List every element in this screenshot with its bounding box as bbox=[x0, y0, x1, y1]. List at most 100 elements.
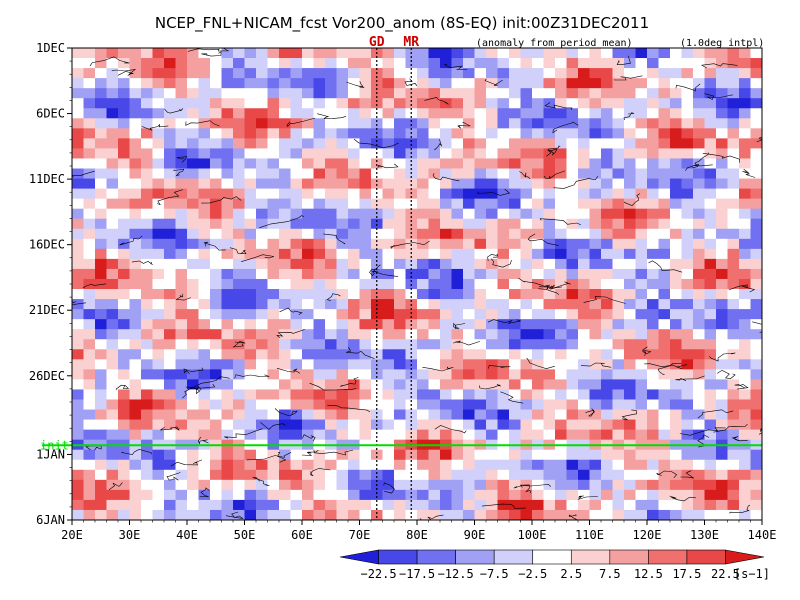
heatmap-cell bbox=[750, 108, 763, 119]
heatmap-cell bbox=[578, 188, 590, 200]
heatmap-cell bbox=[279, 268, 291, 280]
heatmap-cell bbox=[658, 499, 671, 511]
heatmap-cell bbox=[509, 509, 521, 521]
heatmap-cell bbox=[589, 198, 602, 210]
heatmap-cell bbox=[348, 289, 360, 300]
x-tick-label: 90E bbox=[464, 528, 486, 542]
heatmap-cell bbox=[279, 489, 291, 501]
heatmap-cell bbox=[302, 329, 314, 340]
heatmap-cell bbox=[428, 228, 441, 240]
heatmap-cell bbox=[359, 359, 372, 370]
contour-line bbox=[309, 382, 357, 391]
heatmap-cell bbox=[325, 248, 337, 260]
heatmap-cell bbox=[532, 319, 544, 330]
contour-line bbox=[173, 168, 185, 177]
heatmap-cell bbox=[624, 309, 636, 320]
heatmap-cell bbox=[681, 399, 694, 410]
heatmap-cell bbox=[371, 178, 383, 189]
heatmap-cell bbox=[739, 379, 751, 390]
heatmap-cell bbox=[233, 148, 245, 159]
heatmap-cell bbox=[129, 248, 142, 260]
colorbar-swatch bbox=[648, 549, 688, 565]
heatmap-cell bbox=[417, 489, 429, 501]
x-tick-label: 50E bbox=[234, 528, 256, 542]
heatmap-cell bbox=[302, 118, 314, 129]
heatmap-cell bbox=[624, 429, 636, 441]
heatmap-cell bbox=[83, 399, 96, 410]
heatmap-cell bbox=[417, 188, 429, 200]
heatmap-cell bbox=[750, 339, 763, 350]
heatmap-cell bbox=[417, 68, 429, 79]
heatmap-cell bbox=[175, 108, 188, 119]
heatmap-cell bbox=[152, 349, 165, 360]
heatmap-cell bbox=[681, 188, 694, 200]
heatmap-cell bbox=[750, 389, 763, 400]
heatmap-cell bbox=[543, 218, 556, 230]
heatmap-cell bbox=[348, 228, 360, 240]
heatmap-cell bbox=[589, 258, 602, 270]
heatmap-cell bbox=[417, 208, 429, 220]
heatmap-cell bbox=[325, 228, 337, 240]
heatmap-cell bbox=[129, 469, 142, 481]
heatmap-cell bbox=[658, 218, 671, 230]
heatmap-cell bbox=[210, 339, 222, 350]
heatmap-cell bbox=[233, 479, 245, 491]
heatmap-cell bbox=[440, 168, 452, 179]
heatmap-cell bbox=[290, 479, 303, 491]
heatmap-cell bbox=[520, 138, 533, 149]
heatmap-cell bbox=[647, 178, 659, 189]
heatmap-cell bbox=[336, 188, 349, 200]
heatmap-cell bbox=[578, 479, 590, 491]
heatmap-cell bbox=[474, 248, 487, 260]
heatmap-cell bbox=[382, 208, 395, 220]
contour-line bbox=[160, 426, 180, 431]
heatmap-cell bbox=[486, 509, 498, 521]
heatmap-cell bbox=[497, 118, 510, 129]
heatmap-cell bbox=[555, 289, 567, 300]
heatmap-cell bbox=[302, 369, 314, 380]
heatmap-cell bbox=[750, 349, 763, 360]
heatmap-cell bbox=[601, 258, 613, 270]
heatmap-cell bbox=[95, 128, 107, 139]
heatmap-cell bbox=[164, 479, 176, 491]
heatmap-cell bbox=[152, 369, 165, 380]
heatmap-cell bbox=[486, 469, 498, 481]
heatmap-cell bbox=[543, 188, 556, 200]
heatmap-cell bbox=[704, 359, 717, 370]
heatmap-cell bbox=[486, 479, 498, 491]
heatmap-cell bbox=[129, 349, 142, 360]
heatmap-cell bbox=[624, 359, 636, 370]
heatmap-cell bbox=[463, 289, 475, 300]
heatmap-cell bbox=[382, 228, 395, 240]
heatmap-cell bbox=[244, 459, 257, 471]
heatmap-cell bbox=[670, 178, 682, 189]
heatmap-cell bbox=[497, 459, 510, 471]
heatmap-cell bbox=[486, 138, 498, 149]
heatmap-cell bbox=[543, 409, 556, 420]
heatmap-cell bbox=[348, 419, 360, 431]
heatmap-cell bbox=[325, 339, 337, 350]
heatmap-cell bbox=[566, 98, 579, 109]
heatmap-cell bbox=[635, 479, 648, 491]
heatmap-cell bbox=[106, 158, 119, 169]
heatmap-cell bbox=[129, 299, 142, 310]
heatmap-cell bbox=[267, 309, 280, 320]
heatmap-cell bbox=[566, 258, 579, 270]
contour-line bbox=[274, 408, 298, 417]
heatmap-cell bbox=[233, 198, 245, 210]
heatmap-cell bbox=[739, 68, 751, 79]
heatmap-cell bbox=[716, 148, 728, 159]
heatmap-cell bbox=[543, 138, 556, 149]
heatmap-cell bbox=[233, 389, 245, 400]
heatmap-cell bbox=[95, 409, 107, 420]
heatmap-cell bbox=[279, 208, 291, 220]
contour-line bbox=[157, 189, 183, 206]
heatmap-cell bbox=[359, 228, 372, 240]
heatmap-cell bbox=[290, 369, 303, 380]
heatmap-cell bbox=[152, 479, 165, 491]
heatmap-cell bbox=[394, 108, 406, 119]
heatmap-cell bbox=[83, 188, 96, 200]
heatmap-cell bbox=[750, 78, 763, 89]
heatmap-cell bbox=[267, 188, 280, 200]
heatmap-cell bbox=[543, 419, 556, 431]
